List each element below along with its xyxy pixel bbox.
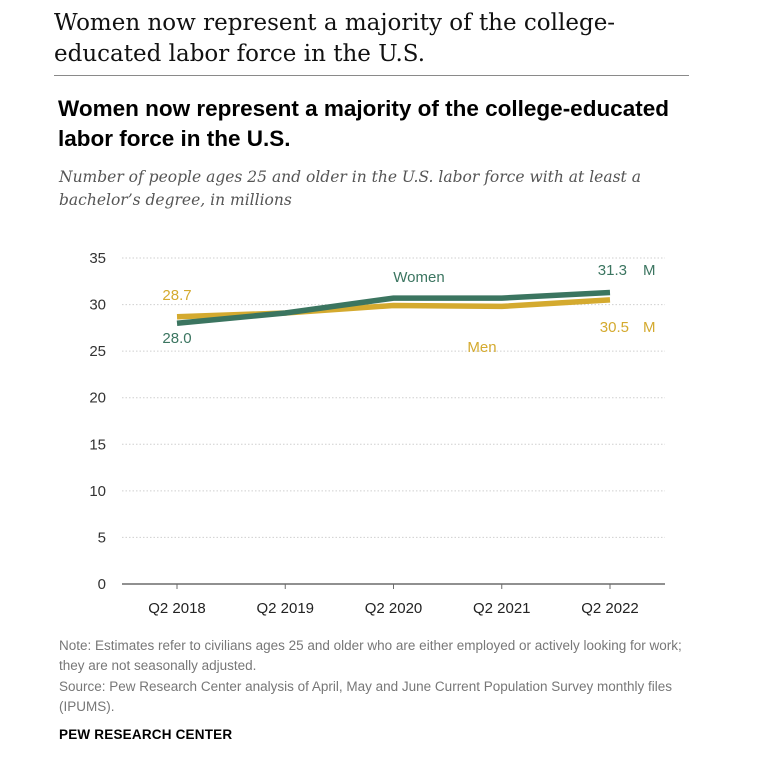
series-lines [176, 289, 611, 326]
chart-source: Source: Pew Research Center analysis of … [59, 679, 673, 714]
women-end-value-label: 31.3 [598, 262, 627, 279]
y-tick-label: 20 [89, 390, 106, 407]
series-labels: Women Men 28.7 28.0 31.3 M 30.5 M [162, 262, 655, 356]
heading-divider [54, 75, 689, 76]
x-tick-label: Q2 2019 [256, 600, 314, 617]
men-end-value-label: 30.5 [600, 319, 629, 336]
men-start-label: 28.7 [162, 287, 191, 304]
women-end-unit-label: M [643, 262, 656, 279]
chart-note: Note: Estimates refer to civilians ages … [59, 638, 682, 673]
x-tick-label: Q2 2022 [581, 600, 639, 617]
x-tick-label: Q2 2021 [473, 600, 531, 617]
x-axis-ticks: Q2 2018 Q2 2019 Q2 2020 Q2 2021 Q2 2022 [148, 584, 639, 617]
y-tick-label: 0 [98, 576, 106, 593]
y-axis-ticks: 0 5 10 15 20 25 30 35 [89, 250, 106, 593]
y-tick-label: 15 [89, 436, 106, 453]
men-series-name: Men [467, 339, 496, 356]
women-series-line [176, 289, 611, 326]
x-tick-label: Q2 2018 [148, 600, 206, 617]
men-end-unit-label: M [643, 319, 656, 336]
chart-subtitle: Number of people ages 25 and older in th… [59, 168, 641, 209]
y-tick-label: 10 [89, 483, 106, 500]
organization-name: PEW RESEARCH CENTER [59, 727, 233, 742]
chart-title: Women now represent a majority of the co… [58, 96, 669, 151]
page-heading: Women now represent a majority of the co… [54, 10, 616, 67]
men-series-line [176, 297, 611, 320]
y-tick-label: 25 [89, 343, 106, 360]
y-tick-label: 5 [98, 529, 106, 546]
women-series-name: Women [393, 269, 444, 286]
x-tick-label: Q2 2020 [365, 600, 423, 617]
y-tick-label: 35 [89, 250, 106, 267]
y-tick-label: 30 [89, 297, 106, 314]
women-start-label: 28.0 [162, 330, 191, 347]
